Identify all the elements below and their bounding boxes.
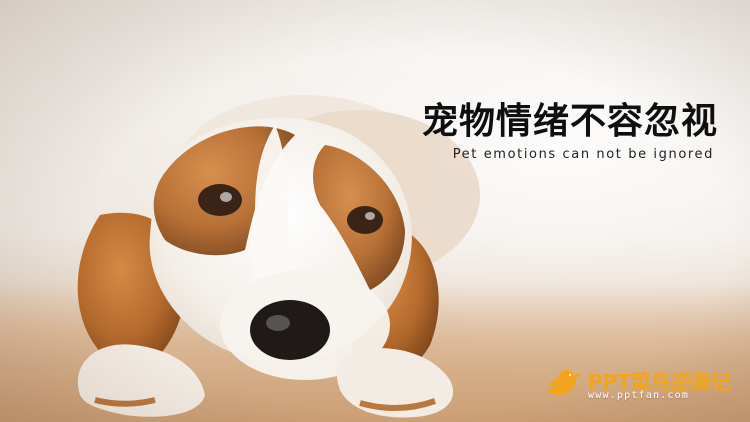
brand-url: www.pptfan.com [588,390,690,401]
beagle-dog [40,55,510,420]
slide-title-cn: 宠物情绪不容忽视 [421,101,718,142]
beagle-dog-illustration [77,95,480,418]
brand-name: PPT菜鸟逆袭记 [588,370,731,394]
brand-watermark: PPT菜鸟逆袭记 www.pptfan.com [542,362,732,408]
slide-title-en: Pet emotions can not be ignored [452,147,714,162]
bird-icon [546,369,581,395]
